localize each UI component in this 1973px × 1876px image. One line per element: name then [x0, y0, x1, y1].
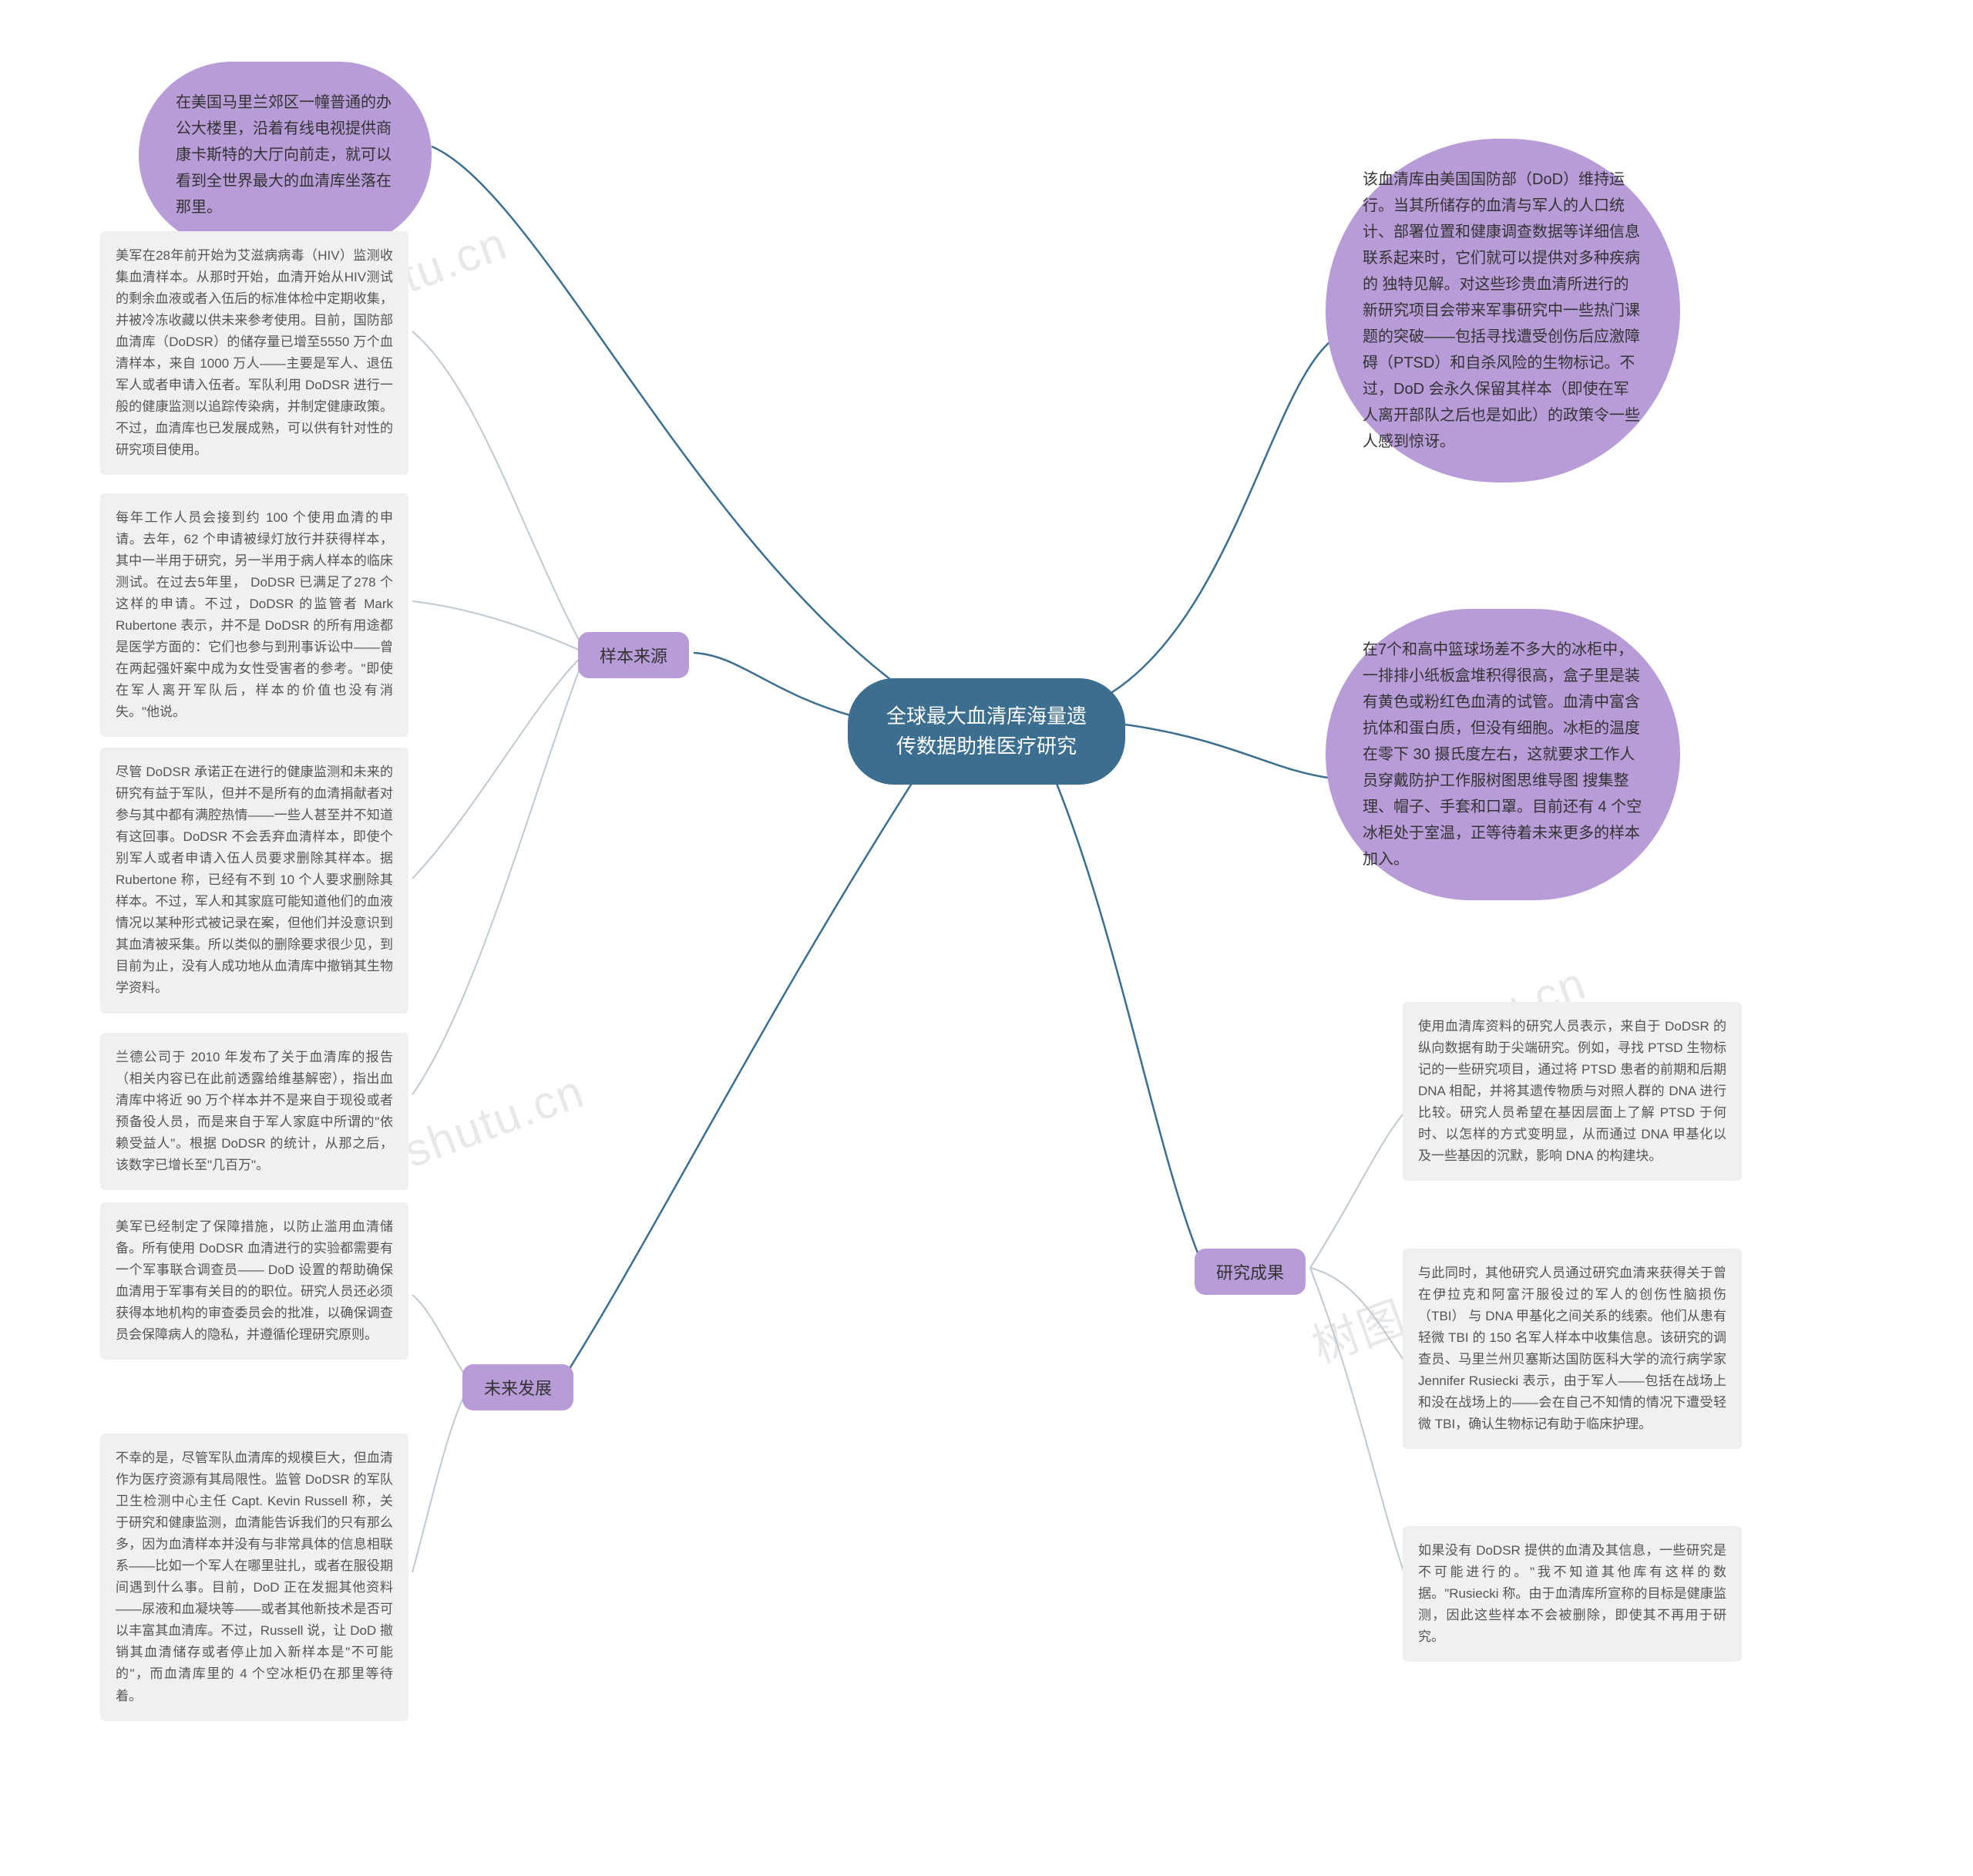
watermark: shutu.cn [398, 1064, 592, 1178]
branch-future-dev: 未来发展 [462, 1364, 573, 1410]
sample-box-3: 尽管 DoDSR 承诺正在进行的健康监测和未来的研究有益于军队，但并不是所有的血… [100, 748, 408, 1014]
research-box-1: 使用血清库资料的研究人员表示，来自于 DoDSR 的纵向数据有助于尖端研究。例如… [1403, 1002, 1742, 1181]
branch-research-results: 研究成果 [1195, 1249, 1306, 1295]
watermark: 树图 [1302, 1280, 1414, 1376]
intro-oval-left: 在美国马里兰郊区一幢普通的办公大楼里，沿着有线电视提供商康卡斯特的大厅向前走，就… [139, 62, 432, 248]
center-topic: 全球最大血清库海量遗传数据助推医疗研究 [848, 678, 1125, 785]
future-box-2: 不幸的是，尽管军队血清库的规模巨大，但血清作为医疗资源有其局限性。监管 DoDS… [100, 1434, 408, 1721]
sample-box-2: 每年工作人员会接到约 100 个使用血清的申请。去年，62 个申请被绿灯放行并获… [100, 493, 408, 737]
sample-box-4: 兰德公司于 2010 年发布了关于血清库的报告（相关内容已在此前透露给维基解密）… [100, 1033, 408, 1190]
sample-box-1: 美军在28年前开始为艾滋病病毒（HIV）监测收集血清样本。从那时开始，血清开始从… [100, 231, 408, 475]
research-box-2: 与此同时，其他研究人员通过研究血清来获得关于曾在伊拉克和阿富汗服役过的军人的创伤… [1403, 1249, 1742, 1449]
future-box-1: 美军已经制定了保障措施，以防止滥用血清储备。所有使用 DoDSR 血清进行的实验… [100, 1202, 408, 1360]
branch-sample-source: 样本来源 [578, 632, 689, 678]
intro-oval-right-top: 该血清库由美国国防部（DoD）维持运行。当其所储存的血清与军人的人口统计、部署位… [1326, 139, 1680, 482]
research-box-3: 如果没有 DoDSR 提供的血清及其信息，一些研究是不可能进行的。"我不知道其他… [1403, 1526, 1742, 1662]
intro-oval-right-mid: 在7个和高中篮球场差不多大的冰柜中，一排排小纸板盒堆积得很高，盒子里是装有黄色或… [1326, 609, 1680, 900]
